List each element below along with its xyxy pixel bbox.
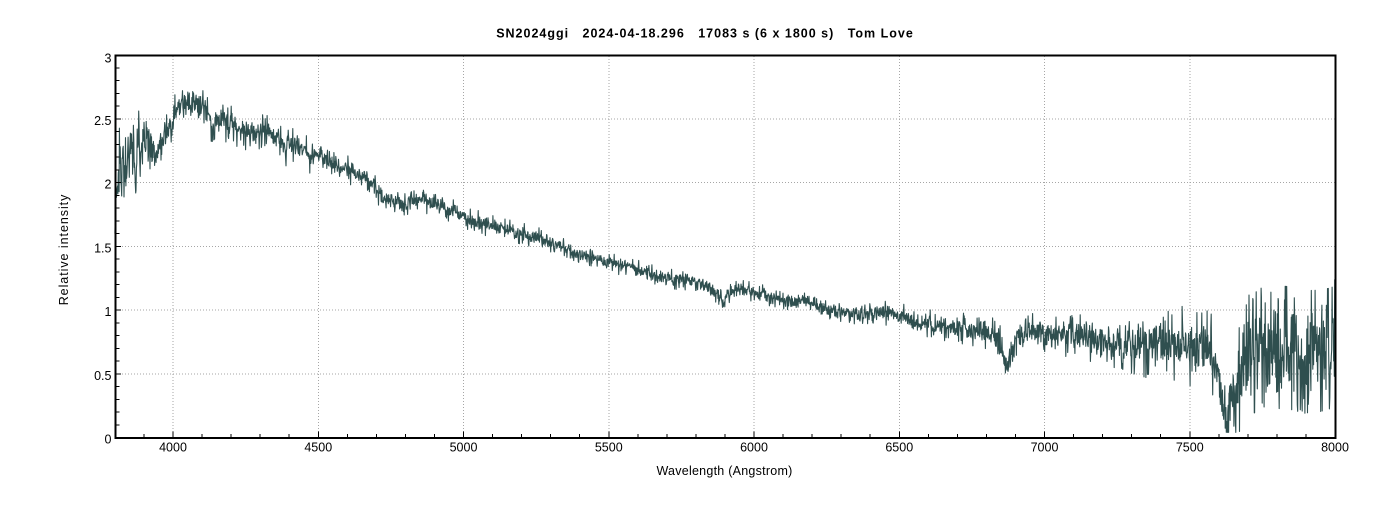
- svg-text:3: 3: [105, 51, 112, 65]
- svg-text:5500: 5500: [595, 440, 623, 454]
- svg-text:4500: 4500: [304, 440, 332, 454]
- svg-text:1: 1: [105, 305, 112, 319]
- svg-text:0.5: 0.5: [94, 369, 111, 383]
- svg-text:2.5: 2.5: [94, 114, 111, 128]
- svg-text:SN2024ggi 2024-04-18.296 1: SN2024ggi 2024-04-18.296 17083 s (6 x 18…: [496, 26, 914, 40]
- svg-text:1.5: 1.5: [94, 241, 111, 255]
- svg-text:7500: 7500: [1176, 440, 1204, 454]
- svg-text:Wavelength (Angstrom): Wavelength (Angstrom): [656, 464, 792, 478]
- svg-text:Relative intensity: Relative intensity: [57, 194, 71, 306]
- svg-text:2: 2: [105, 178, 112, 192]
- svg-text:8000: 8000: [1321, 440, 1349, 454]
- svg-text:6500: 6500: [885, 440, 913, 454]
- svg-text:5000: 5000: [450, 440, 478, 454]
- svg-text:0: 0: [105, 433, 112, 447]
- svg-text:4000: 4000: [159, 440, 187, 454]
- svg-text:7000: 7000: [1031, 440, 1059, 454]
- svg-text:6000: 6000: [740, 440, 768, 454]
